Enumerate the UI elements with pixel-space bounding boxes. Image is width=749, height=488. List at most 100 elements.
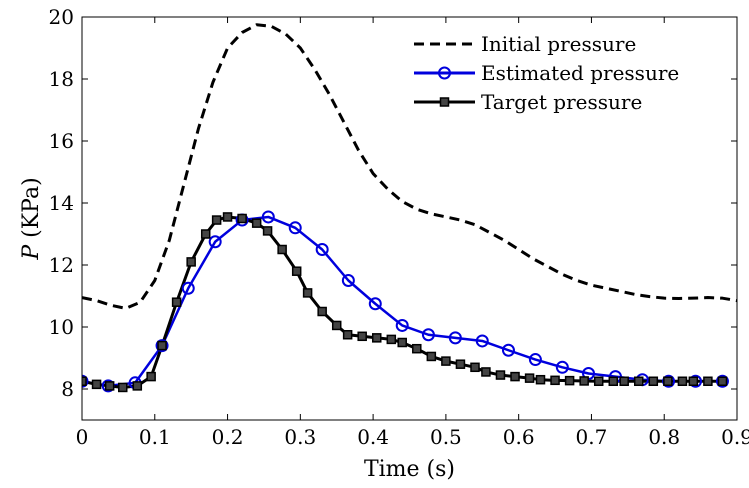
estimated-point — [421, 328, 435, 342]
target-point — [132, 381, 143, 391]
plot-frame — [81, 16, 738, 421]
target-point — [222, 212, 233, 222]
target-point — [397, 337, 407, 348]
target-point — [186, 257, 196, 267]
target-point — [564, 375, 575, 386]
y-tick-label: 16 — [49, 129, 74, 153]
x-tick-label: 0.8 — [648, 425, 680, 449]
target-point — [91, 379, 102, 390]
target-point — [372, 333, 382, 343]
y-tick-label: 18 — [49, 67, 74, 91]
target-point — [495, 370, 506, 380]
y-tick-label: 8 — [61, 377, 74, 401]
target-point — [441, 356, 451, 366]
target-point — [171, 297, 182, 307]
estimated-point — [288, 221, 302, 235]
legend-entry-estimated: Estimated pressure — [414, 61, 679, 85]
estimated-point — [82, 374, 89, 388]
target-point — [262, 226, 273, 236]
target-point — [200, 229, 211, 239]
target-point — [157, 340, 167, 351]
target-point — [550, 375, 560, 386]
x-tick-label: 0 — [76, 425, 89, 449]
target-point — [386, 334, 397, 345]
estimated-point — [155, 339, 169, 353]
estimated-point — [501, 343, 515, 357]
target-point — [703, 376, 713, 386]
target-point — [648, 376, 659, 386]
legend-label-estimated: Estimated pressure — [481, 61, 679, 85]
y-tick-label: 14 — [49, 191, 74, 215]
y-axis-title: P (KPa) — [19, 177, 44, 260]
series-layer — [82, 23, 737, 393]
x-axis: 0 0.1 0.2 0.3 0.4 0.5 0.6 0.7 0.8 0.9 — [76, 17, 749, 449]
target-point — [237, 213, 247, 224]
estimated-point — [261, 210, 275, 224]
legend-entry-target: Target pressure — [414, 90, 642, 114]
target-point — [426, 351, 437, 362]
estimated-point — [448, 331, 462, 345]
x-tick-label: 0.4 — [357, 425, 389, 449]
target-point — [412, 343, 422, 354]
target-point — [717, 376, 728, 386]
target-point — [593, 376, 604, 386]
target-point — [481, 367, 491, 377]
y-tick-label: 10 — [49, 315, 74, 339]
target-point — [608, 376, 619, 386]
target-point — [104, 381, 115, 391]
target-point — [470, 362, 480, 373]
x-tick-label: 0.6 — [503, 425, 535, 449]
legend: Initial pressure Estimated pressure Targ… — [414, 32, 679, 114]
x-tick-label: 0.5 — [430, 425, 462, 449]
target-point — [146, 371, 156, 382]
legend-marker-target — [439, 97, 450, 107]
target-point — [331, 320, 342, 331]
target-point — [302, 288, 313, 298]
target-point — [579, 376, 589, 386]
target-point — [251, 218, 262, 228]
target-point — [535, 374, 546, 385]
target-point — [663, 376, 673, 386]
estimated-point — [555, 360, 569, 374]
x-tick-label: 0.3 — [284, 425, 316, 449]
estimated-point — [208, 235, 222, 249]
target-point — [510, 371, 520, 382]
estimated-point — [528, 353, 542, 367]
target-point — [357, 331, 367, 342]
target-point — [317, 306, 327, 317]
y-axis: 8 10 12 14 16 18 20 — [49, 5, 737, 401]
target-point — [619, 376, 629, 386]
target-point — [211, 215, 222, 225]
plot-area — [81, 16, 738, 421]
legend-label-target: Target pressure — [481, 90, 642, 114]
x-axis-title: Time (s) — [364, 457, 455, 482]
target-point — [277, 244, 287, 255]
legend-marker-estimated — [438, 66, 451, 80]
y-axis-unit: (KPa) — [19, 177, 44, 245]
target-point — [291, 266, 302, 276]
series-line-0 — [82, 23, 737, 310]
y-tick-label: 12 — [49, 253, 74, 277]
estimated-point — [475, 334, 489, 348]
estimated-point — [395, 318, 409, 332]
target-point — [524, 373, 535, 383]
legend-label-initial: Initial pressure — [481, 32, 636, 56]
estimated-point — [368, 297, 382, 311]
estimated-point — [715, 374, 729, 388]
x-tick-label: 0.2 — [212, 425, 244, 449]
target-point — [82, 376, 87, 386]
target-point — [688, 376, 699, 386]
estimated-point — [341, 274, 355, 287]
x-tick-label: 0.9 — [721, 425, 749, 449]
target-point — [118, 382, 128, 393]
target-point — [455, 359, 466, 369]
y-tick-label: 20 — [49, 5, 74, 29]
estimated-point — [181, 281, 195, 295]
target-point — [634, 376, 644, 386]
x-tick-label: 0.7 — [576, 425, 608, 449]
estimated-point — [662, 374, 676, 388]
y-axis-variable: P — [19, 244, 44, 261]
legend-entry-initial: Initial pressure — [414, 32, 636, 56]
estimated-point — [315, 243, 329, 256]
